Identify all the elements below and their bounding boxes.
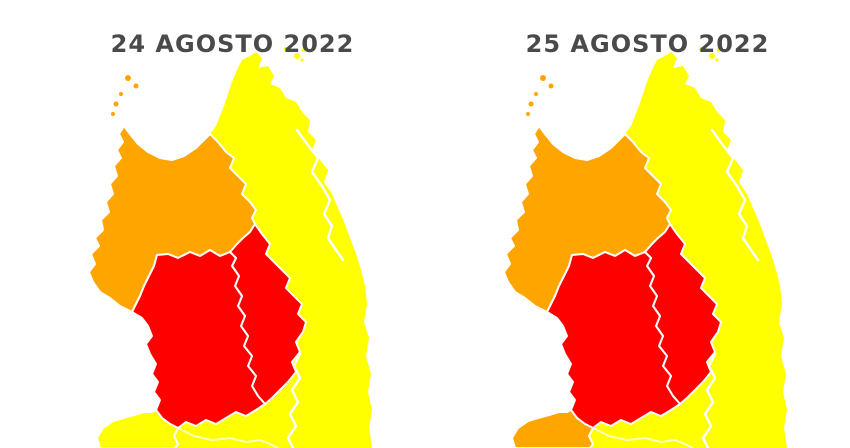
border-gallura-eastcoast bbox=[295, 128, 345, 262]
asinara-islets bbox=[526, 75, 554, 116]
border-gallura-eastcoast bbox=[710, 128, 760, 262]
left-map-title: 24 AGOSTO 2022 bbox=[110, 30, 355, 58]
map-panel-left: 24 AGOSTO 2022 bbox=[60, 32, 405, 448]
northeast-islets bbox=[699, 47, 721, 62]
map-panel-right: 25 AGOSTO 2022 bbox=[475, 32, 820, 448]
border-eastcoast-south bbox=[701, 352, 717, 448]
northeast-islets bbox=[284, 47, 306, 62]
border-south-arc bbox=[592, 427, 694, 448]
border-eastcoast-south bbox=[286, 352, 302, 448]
asinara-islets bbox=[111, 75, 139, 116]
sardinia-map bbox=[503, 47, 787, 448]
border-south-arc bbox=[177, 427, 279, 448]
right-map-title: 25 AGOSTO 2022 bbox=[525, 30, 770, 58]
zone-southwest bbox=[511, 409, 594, 448]
zone-southwest bbox=[96, 409, 179, 448]
sardinia-map bbox=[88, 47, 372, 448]
